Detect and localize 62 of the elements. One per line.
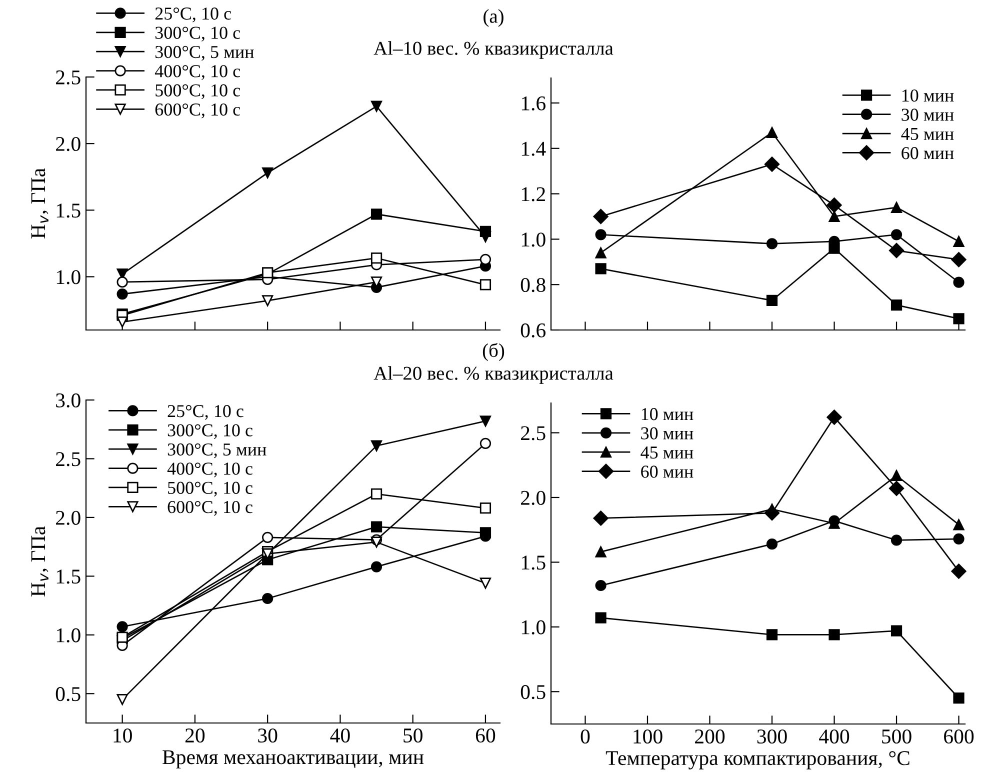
y-axis-title: H$_{v}$, ГПа (31, 168, 48, 239)
legend-label: 600°C, 10 с (168, 500, 252, 516)
chart-title: (б) (482, 342, 504, 362)
x-tick-label: 40 (330, 728, 350, 743)
x-tick-label: 0 (580, 729, 590, 744)
legend-label: 60 мин (902, 147, 954, 160)
chart-subtitle: Al–20 вес. % квазикристалла (374, 366, 614, 384)
legend-label: 60 мин (641, 466, 694, 478)
y-tick-label: 0.5 (56, 687, 80, 702)
y-tick-label: 0.5 (520, 685, 546, 700)
y-tick-label: 2.5 (56, 452, 80, 466)
legend-label: 400°C, 10 с (167, 462, 252, 478)
legend-label: 400°C, 10 с (154, 65, 240, 80)
y-tick-label: 3.0 (56, 393, 80, 408)
legend-label: 300°C, 5 мин (155, 46, 254, 61)
legend-label: 500°C, 10 с (156, 84, 240, 100)
x-tick-label: 50 (404, 728, 422, 743)
legend-label: 25°C, 10 с (155, 8, 231, 22)
x-tick-label: 100 (634, 729, 662, 744)
legend-label: 300°C, 10 с (155, 26, 240, 42)
y-tick-label: 1.0 (56, 628, 80, 642)
legend-label: 600°C, 10 с (155, 103, 240, 118)
legend-label: 30 мин (902, 108, 954, 121)
x-tick-label: 500 (882, 729, 912, 744)
y-tick-label: 1.0 (56, 270, 80, 284)
legend-label: 500°C, 10 с (168, 482, 252, 497)
legend-label: 10 мин (642, 408, 694, 420)
legend-label: 25°C, 10 с (168, 405, 244, 420)
y-tick-label: 2.0 (521, 490, 546, 506)
y-tick-label: 1.2 (522, 187, 545, 202)
x-tick-label: 10 (114, 728, 132, 743)
y-tick-label: 2.0 (56, 510, 80, 525)
chart-title: (а) (484, 9, 504, 27)
x-axis-title: Время механоактивации, мин (162, 750, 424, 768)
y-tick-label: 2.0 (56, 136, 80, 152)
y-tick-label: 0.6 (520, 323, 546, 338)
y-tick-label: 1.6 (522, 96, 546, 110)
x-tick-label: 400 (819, 729, 850, 744)
y-tick-label: 1.5 (56, 204, 80, 218)
chart-subtitle: Al–10 вес. % квазикристалла (374, 41, 614, 59)
x-tick-label: 30 (258, 728, 278, 743)
y-tick-label: 1.5 (56, 570, 80, 584)
x-tick-label: 20 (185, 728, 205, 743)
x-tick-label: 600 (944, 729, 974, 744)
y-tick-label: 1.4 (522, 142, 546, 156)
y-tick-label: 0.8 (520, 278, 546, 292)
y-axis-title: H$_{v}$, ГПа (31, 526, 48, 597)
legend-label: 300°C, 5 мин (168, 443, 266, 458)
y-tick-label: 1.0 (522, 620, 546, 634)
y-tick-label: 2.5 (521, 426, 546, 440)
legend-label: 300°C, 10 с (168, 424, 252, 439)
y-tick-label: 1.5 (522, 556, 546, 570)
x-tick-label: 60 (476, 728, 496, 743)
legend-label: 45 мин (640, 446, 694, 459)
x-axis-title: Температура компактирования, °C (606, 751, 910, 770)
y-tick-label: 2.5 (56, 70, 80, 85)
y-tick-label: 1.0 (522, 232, 546, 247)
x-tick-label: 200 (695, 729, 725, 744)
legend-label: 10 мин (902, 89, 954, 102)
legend-label: 45 мин (901, 128, 954, 140)
legend-label: 30 мин (641, 427, 694, 440)
x-tick-label: 300 (757, 729, 787, 744)
